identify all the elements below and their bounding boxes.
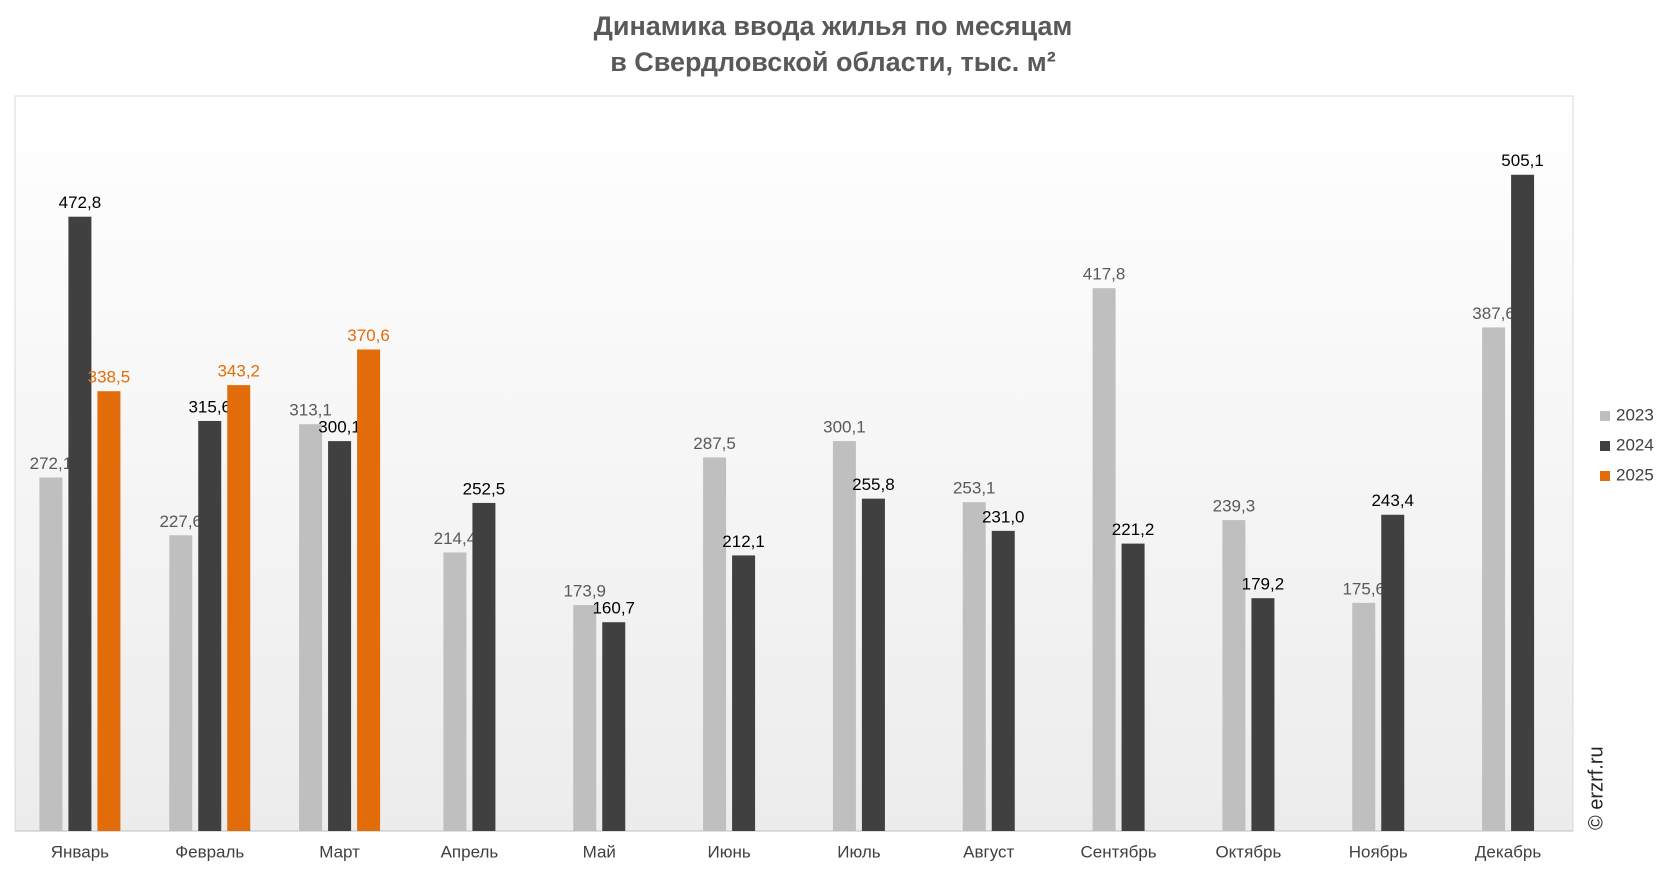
chart-title: в Свердловской области, тыс. м² [610, 47, 1056, 77]
data-label: 221,2 [1112, 520, 1155, 539]
data-label: 179,2 [1242, 575, 1285, 594]
bar [573, 605, 597, 831]
data-label: 160,7 [592, 599, 635, 618]
legend-label: 2023 [1616, 405, 1654, 424]
data-label: 300,1 [823, 418, 866, 437]
bar [198, 420, 222, 831]
legend-swatch [1600, 411, 1610, 421]
data-label: 243,4 [1371, 491, 1414, 510]
data-label: 300,1 [318, 418, 361, 437]
legend-swatch [1600, 441, 1610, 451]
bar [703, 457, 727, 831]
data-label: 214,4 [434, 529, 477, 548]
bar [1222, 520, 1246, 831]
bar [602, 622, 626, 831]
data-label: 255,8 [852, 475, 895, 494]
data-label: 231,0 [982, 507, 1025, 526]
bar [328, 441, 352, 831]
bar [991, 530, 1015, 831]
data-label: 315,6 [188, 397, 231, 416]
data-label: 175,6 [1342, 579, 1385, 598]
bar [1092, 288, 1116, 831]
data-label: 387,6 [1472, 304, 1515, 323]
bar [68, 216, 92, 831]
x-tick-label: Февраль [175, 842, 244, 861]
x-tick-label: Июль [837, 842, 881, 861]
legend-label: 2025 [1616, 465, 1654, 484]
data-label: 287,5 [693, 434, 736, 453]
data-label: 173,9 [563, 582, 606, 601]
bar [861, 498, 885, 831]
bar [227, 385, 251, 831]
bar [1121, 543, 1145, 831]
bar [1381, 514, 1405, 831]
x-tick-label: Октябрь [1215, 842, 1281, 861]
x-tick-label: Август [963, 842, 1014, 861]
data-label: 252,5 [463, 479, 506, 498]
bar [962, 502, 986, 831]
legend-swatch [1600, 471, 1610, 481]
bar [832, 441, 856, 831]
bar [1251, 598, 1275, 831]
data-label: 253,1 [953, 479, 996, 498]
data-label: 417,8 [1083, 265, 1126, 284]
data-label: 343,2 [217, 362, 260, 381]
watermark: © erzrf.ru [1585, 746, 1607, 830]
legend-label: 2024 [1616, 435, 1654, 454]
x-tick-label: Июнь [707, 842, 750, 861]
x-tick-label: Декабрь [1475, 842, 1541, 861]
x-tick-label: Март [319, 842, 360, 861]
data-label: 227,6 [159, 512, 202, 531]
chart-title: Динамика ввода жилья по месяцам [594, 11, 1073, 41]
data-label: 505,1 [1501, 151, 1544, 170]
x-tick-label: Сентябрь [1080, 842, 1156, 861]
data-label: 313,1 [289, 401, 332, 420]
data-label: 239,3 [1213, 497, 1256, 516]
bar [299, 424, 323, 831]
bar [169, 535, 193, 831]
bar [1482, 327, 1506, 831]
bar [1352, 602, 1376, 831]
bar [39, 477, 63, 831]
x-tick-label: Январь [51, 842, 109, 861]
bar [472, 502, 496, 831]
data-label: 370,6 [347, 326, 390, 345]
bar [1511, 174, 1535, 831]
bar [443, 552, 467, 831]
bar [732, 555, 756, 831]
data-label: 472,8 [59, 193, 102, 212]
x-tick-label: Апрель [441, 842, 499, 861]
data-label: 272,1 [30, 454, 73, 473]
bar [97, 391, 121, 831]
plot-area [14, 95, 1574, 832]
data-label: 338,5 [88, 368, 131, 387]
bar [357, 349, 381, 831]
x-tick-label: Май [583, 842, 616, 861]
x-tick-label: Ноябрь [1349, 842, 1408, 861]
data-label: 212,1 [722, 532, 765, 551]
